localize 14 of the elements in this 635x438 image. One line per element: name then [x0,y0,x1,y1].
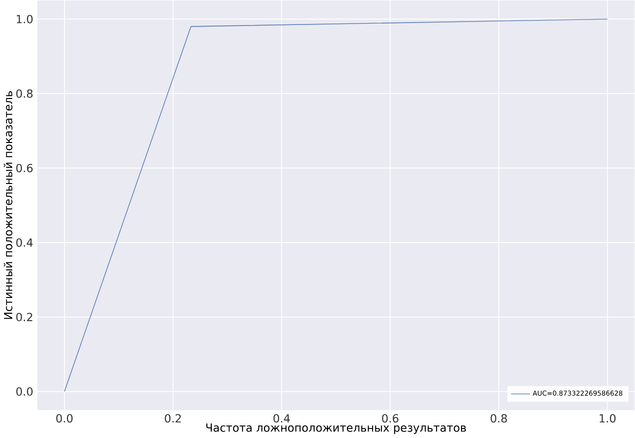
y-tick-label: 0.4 [16,238,33,247]
x-tick-label: 0.8 [490,414,507,423]
y-axis-title: Истинный положительный показатель [4,91,12,320]
x-tick-label: 0.4 [273,414,290,423]
y-tick-label: 0.2 [16,312,32,322]
x-axis-title: Частота ложноположительных результатов [206,424,466,434]
x-tick-label: 0.0 [56,414,73,423]
x-tick-label: 0.2 [164,414,181,423]
x-tick-label: 0.6 [382,414,398,423]
y-tick-label: 1.0 [16,14,33,24]
x-tick-label: 1.0 [600,414,616,423]
y-tick-label: 0.8 [16,89,33,98]
y-tick-label: 0.6 [16,164,33,172]
y-tick-label: 0.0 [16,387,33,396]
